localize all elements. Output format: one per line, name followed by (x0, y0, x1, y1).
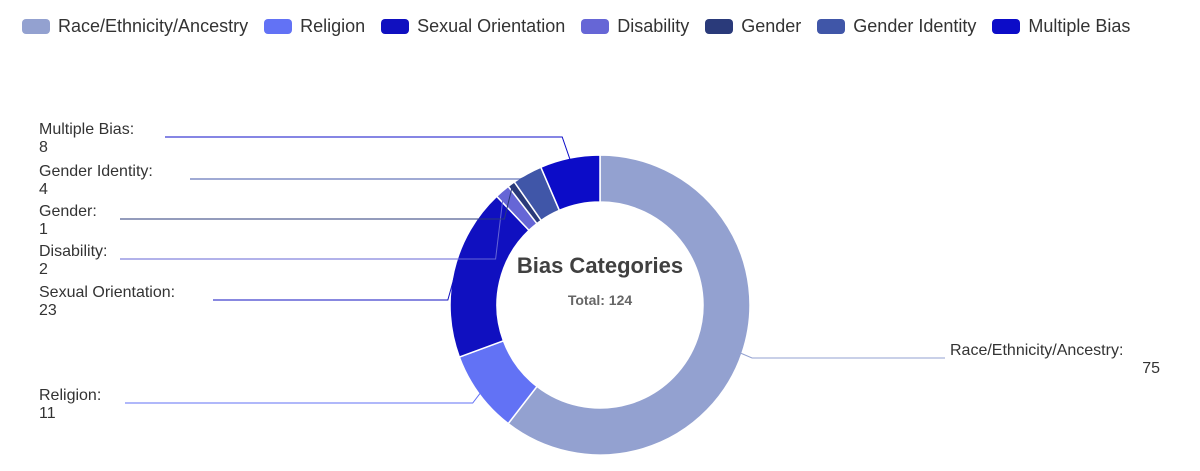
data-label-value-race-ethnicity-ancestry: 75 (1142, 360, 1160, 377)
label-leader-lines (120, 136, 945, 404)
data-label-name-race-ethnicity-ancestry: Race/Ethnicity/Ancestry: (950, 342, 1123, 359)
leader-line-religion (125, 392, 482, 404)
chart-legend: Race/Ethnicity/Ancestry Religion Sexual … (22, 16, 1146, 37)
legend-swatch-multiple-bias (992, 19, 1021, 34)
leader-line-sexual-orientation (213, 271, 457, 301)
data-label-name-multiple-bias: Multiple Bias: (39, 121, 134, 138)
legend-label-sexual-orientation: Sexual Orientation (417, 16, 566, 36)
data-label-name-sexual-orientation: Sexual Orientation: (39, 284, 175, 301)
data-label-value-disability: 2 (39, 261, 48, 278)
data-label-value-religion: 11 (39, 405, 56, 422)
legend-item-race-ethnicity-ancestry[interactable]: Race/Ethnicity/Ancestry (22, 16, 248, 37)
chart-title: Bias Categories (517, 253, 683, 278)
legend-swatch-gender (705, 19, 734, 34)
legend-swatch-religion (264, 19, 293, 34)
legend-label-gender-identity: Gender Identity (853, 16, 977, 36)
leader-line-disability (120, 192, 505, 260)
data-label-value-gender: 1 (39, 221, 48, 238)
legend-item-sexual-orientation[interactable]: Sexual Orientation (381, 16, 565, 37)
legend-label-multiple-bias: Multiple Bias (1028, 16, 1131, 36)
data-label-name-gender: Gender: (39, 203, 97, 220)
legend-item-gender[interactable]: Gender (705, 16, 801, 37)
legend-label-religion: Religion (300, 16, 366, 36)
legend-label-race-ethnicity-ancestry: Race/Ethnicity/Ancestry (58, 16, 249, 36)
donut-slices (449, 154, 751, 456)
legend-swatch-disability (581, 19, 610, 34)
legend-swatch-sexual-orientation (381, 19, 410, 34)
legend-swatch-gender-identity (817, 19, 846, 34)
data-label-name-gender-identity: Gender Identity: (39, 163, 153, 180)
legend-item-gender-identity[interactable]: Gender Identity (817, 16, 976, 37)
leader-line-race-ethnicity-ancestry (739, 352, 945, 359)
leader-line-gender (120, 185, 513, 220)
chart-subtitle: Total: 124 (568, 292, 633, 308)
data-label-value-gender-identity: 4 (39, 181, 48, 198)
leader-line-multiple-bias (165, 136, 571, 161)
legend-item-disability[interactable]: Disability (581, 16, 689, 37)
leader-line-gender-identity (190, 175, 529, 180)
data-label-name-disability: Disability: (39, 243, 107, 260)
slice-race-ethnicity-ancestry[interactable] (507, 154, 751, 456)
data-label-value-multiple-bias: 8 (39, 139, 48, 156)
slice-multiple-bias[interactable] (539, 154, 601, 212)
data-labels: Race/Ethnicity/Ancestry: 75 Religion:11 Sex… (39, 121, 1160, 422)
data-label-name-religion: Religion: (39, 387, 101, 404)
data-label-value-sexual-orientation: 23 (39, 302, 57, 319)
legend-item-religion[interactable]: Religion (264, 16, 365, 37)
legend-label-gender: Gender (741, 16, 802, 36)
legend-swatch-race-ethnicity-ancestry (22, 19, 50, 34)
legend-item-multiple-bias[interactable]: Multiple Bias (992, 16, 1130, 37)
legend-label-disability: Disability (617, 16, 690, 36)
